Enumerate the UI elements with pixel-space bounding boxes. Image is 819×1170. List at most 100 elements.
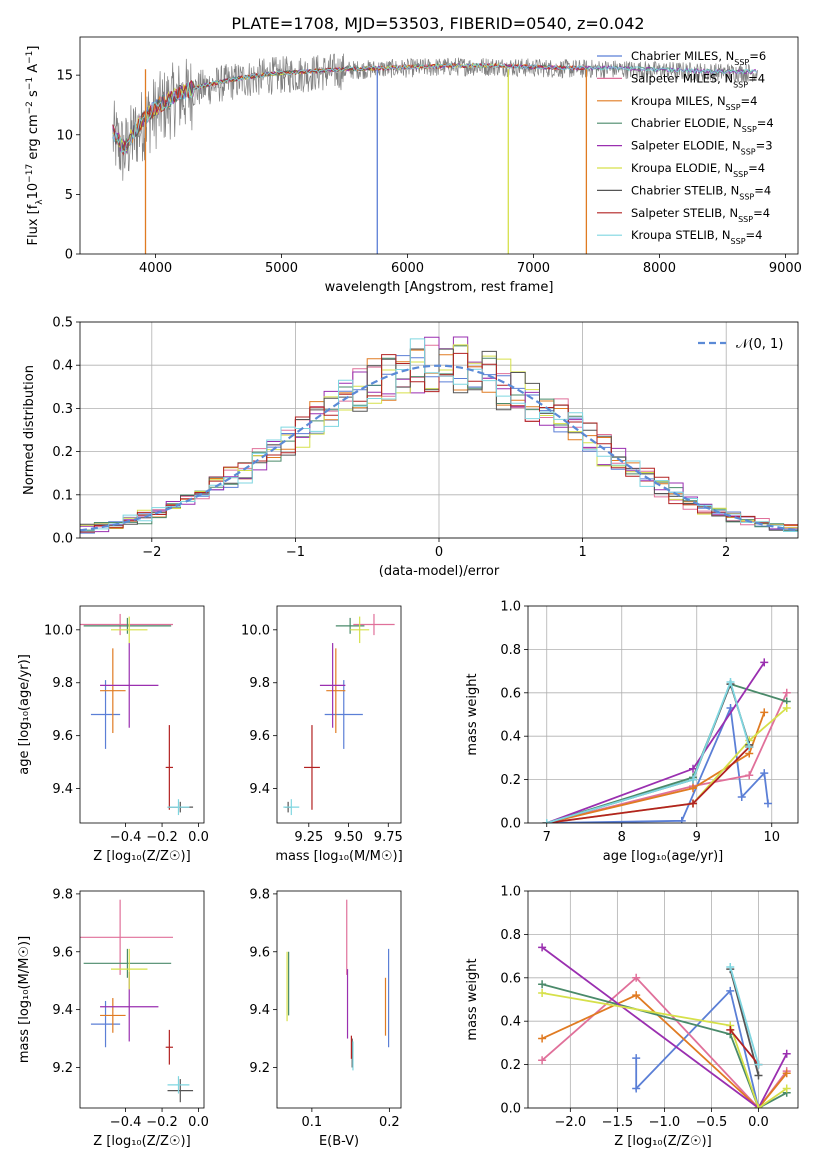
legend-nssp: =4: [757, 116, 774, 130]
weight-marker: [538, 943, 547, 952]
legend-nssp: =6: [749, 49, 766, 63]
y-tick-label: 0.8: [500, 643, 521, 658]
legend-subscript: SSP: [733, 170, 748, 179]
axes-frame: [527, 890, 799, 1109]
y-tick-label: 1.0: [500, 600, 521, 615]
plot-area: [112, 53, 759, 254]
weight-marker: [632, 991, 641, 1000]
x-axis-label: E(B-V): [319, 1134, 359, 1149]
y-tick-label: 10.0: [44, 623, 73, 638]
y-tick-label: 0.4: [500, 1015, 521, 1030]
observed-spectrum: [112, 53, 759, 181]
axes-frame: [79, 890, 205, 1109]
y-tick-label: 0.0: [52, 532, 73, 547]
x-axis-label: (data-model)/error: [379, 564, 500, 579]
legend-nssp: =4: [741, 94, 758, 108]
weight-marker: [754, 1104, 763, 1108]
weight-series-8: [546, 679, 751, 823]
model-spectrum-8: [112, 62, 758, 155]
legend-nssp: =4: [748, 71, 765, 85]
legend-subscript: SSP: [731, 237, 746, 246]
x-tick-label: −2: [142, 545, 161, 560]
legend-model-name: Kroupa ELODIE, N: [631, 161, 733, 175]
plot-area: [538, 943, 791, 1108]
plot-area: [80, 899, 194, 1103]
legend-model-name: Salpeter STELIB, N: [631, 206, 738, 220]
x-tick-label: 10: [763, 830, 780, 845]
weight-marker: [538, 1056, 547, 1065]
weight-marker: [782, 688, 791, 697]
y-axis-label-part: −1: [25, 51, 35, 64]
legend-subscript: SSP: [742, 125, 757, 134]
legend-model-name: Chabrier STELIB, N: [631, 183, 739, 197]
y-axis-label-part: s: [26, 90, 41, 101]
y-axis-label: mass weight: [465, 958, 480, 1040]
axes-frame: [79, 36, 799, 255]
y-tick-label: 0.6: [500, 971, 521, 986]
y-tick-label: 9.4: [52, 782, 73, 797]
weight-marker: [782, 1084, 791, 1093]
residual-histogram-7: [80, 352, 798, 533]
y-axis-label: age [log₁₀(age/yr)]: [17, 654, 32, 775]
legend-label: Kroupa ELODIE, NSSP=4: [631, 161, 765, 179]
weight-marker: [760, 658, 769, 667]
x-axis-label: Z [log₁₀(Z/Z☉)]: [614, 1134, 711, 1149]
x-tick-label: 0.0: [748, 1115, 769, 1130]
weight-series-8: [729, 966, 760, 1065]
x-tick-label: 6000: [391, 261, 424, 276]
x-tick-label: −1.5: [602, 1115, 634, 1130]
legend-subscript: SSP: [734, 58, 749, 67]
x-tick-label: −0.4: [110, 1115, 142, 1130]
plot-area: [80, 336, 798, 534]
legend-subscript: SSP: [738, 214, 753, 223]
axes-frame: [276, 890, 402, 1109]
chart-spectrum: 4000 5000 6000 7000 8000 9000 0 5 10 15 wavelength…: [25, 36, 802, 295]
weight-marker: [726, 986, 735, 995]
weight-series-6: [546, 681, 751, 823]
x-tick-label: 8000: [643, 261, 676, 276]
y-axis-label: Normed distribution: [22, 365, 37, 495]
figure-title: PLATE=1708, MJD=53503, FIBERID=0540, z=0…: [231, 14, 644, 33]
y-axis-label: mass [log₁₀(M/M☉)]: [17, 936, 32, 1063]
y-tick-label: 0.8: [500, 928, 521, 943]
x-tick-label: 9000: [769, 261, 802, 276]
x-tick-label: −0.2: [146, 830, 178, 845]
legend-subscript: SSP: [739, 192, 754, 201]
y-tick-label: 9.8: [52, 887, 73, 902]
legend-model-name: Chabrier MILES, N: [631, 49, 734, 63]
x-tick-label: 0: [435, 545, 443, 560]
y-tick-label: 1.0: [500, 885, 521, 900]
y-tick-label: 9.8: [249, 676, 270, 691]
weight-marker: [726, 1025, 735, 1034]
y-tick-label: 0.0: [500, 817, 521, 832]
x-tick-label: −1.0: [649, 1115, 681, 1130]
weight-series-7: [729, 1029, 760, 1066]
weight-marker: [689, 775, 697, 784]
y-tick-label: 0.2: [500, 773, 521, 788]
x-tick-label: 9.50: [334, 830, 363, 845]
weight-marker: [764, 799, 772, 808]
weight-series-5: [541, 992, 788, 1108]
weight-marker: [689, 764, 697, 773]
plot-area: [542, 658, 791, 823]
y-tick-label: 9.6: [52, 729, 73, 744]
legend-subscript: SSP: [733, 80, 748, 89]
legend-model-name: Salpeter MILES, N: [631, 71, 733, 85]
legend-label: Salpeter MILES, NSSP=4: [631, 71, 765, 89]
y-tick-label: 9.6: [249, 729, 270, 744]
chart-age_vs_Z: −0.4 −0.2 0.0 9.4 9.6 9.8 10.0 Z [log₁₀(Z/Z☉)] a…: [17, 605, 209, 864]
plot-area: [80, 613, 194, 816]
legend-label: Kroupa STELIB, NSSP=4: [631, 228, 762, 246]
y-tick-label: 0.3: [52, 402, 73, 417]
legend-subscript: SSP: [741, 147, 756, 156]
y-axis-label-part: A: [26, 64, 41, 77]
axes-frame: [79, 605, 205, 824]
x-tick-label: 2: [722, 545, 730, 560]
x-tick-label: 0.2: [379, 1115, 400, 1130]
legend-label: Chabrier MILES, NSSP=6: [631, 49, 766, 67]
weight-series-2: [541, 994, 788, 1108]
x-axis-label: age [log₁₀(age/yr)]: [603, 849, 724, 864]
x-axis-label: wavelength [Angstrom, rest frame]: [325, 280, 554, 295]
